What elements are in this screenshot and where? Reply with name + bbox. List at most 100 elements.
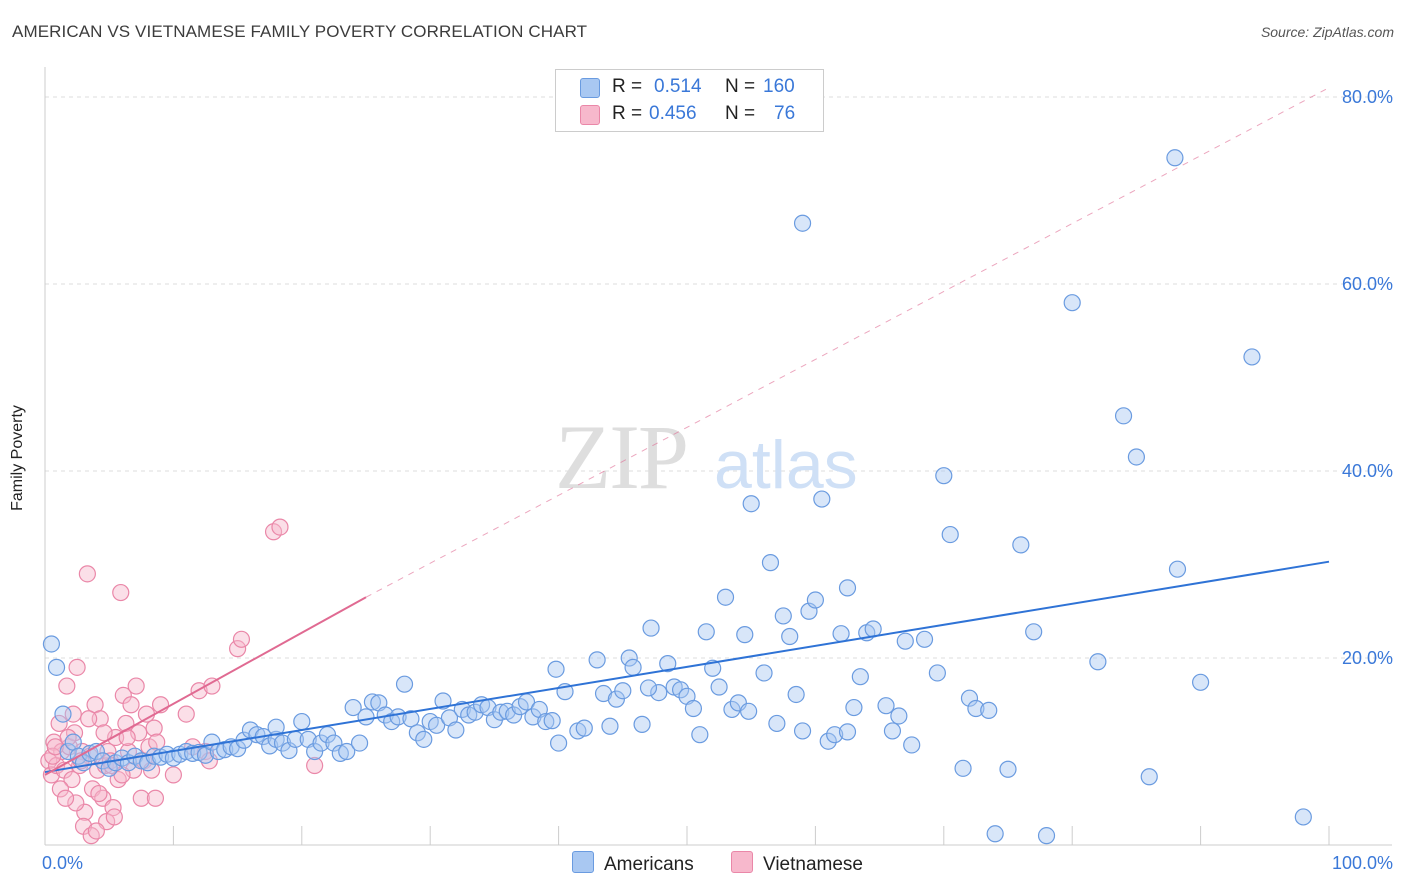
r-value: 0.456 bbox=[649, 103, 697, 124]
americans-point bbox=[980, 701, 998, 719]
americans-point bbox=[691, 726, 709, 744]
vietnamese-point bbox=[82, 827, 100, 845]
americans-point bbox=[614, 682, 632, 700]
americans-point bbox=[1294, 808, 1312, 826]
americans-point bbox=[47, 658, 66, 676]
americans-point bbox=[42, 635, 61, 653]
chart-source: Source: ZipAtlas.com bbox=[1260, 24, 1394, 40]
vietnamese-point bbox=[127, 677, 145, 695]
americans-point bbox=[774, 607, 792, 625]
americans-point bbox=[1114, 407, 1133, 425]
americans-point bbox=[350, 734, 369, 752]
americans-point bbox=[793, 722, 812, 740]
americans-point bbox=[684, 699, 703, 718]
americans-point bbox=[826, 726, 844, 744]
americans-point bbox=[331, 744, 349, 762]
americans-point bbox=[845, 698, 863, 717]
americans-point bbox=[1012, 536, 1030, 554]
americans-point bbox=[1063, 294, 1081, 312]
vietnamese-point bbox=[229, 640, 247, 658]
axes bbox=[44, 67, 1392, 846]
grid-lines bbox=[45, 96, 1392, 659]
vietnamese-point bbox=[56, 789, 75, 807]
americans-point bbox=[716, 588, 735, 606]
americans-point bbox=[642, 619, 660, 637]
americans-point bbox=[877, 697, 895, 715]
americans-point bbox=[838, 723, 857, 741]
americans-point bbox=[659, 655, 677, 673]
americans-point bbox=[723, 700, 741, 719]
americans-point bbox=[967, 699, 985, 718]
americans-point bbox=[537, 712, 555, 731]
americans-point bbox=[883, 722, 902, 740]
americans-point bbox=[806, 591, 825, 609]
americans-point bbox=[697, 623, 715, 641]
legend-item-vietnamese[interactable]: Vietnamese bbox=[731, 851, 863, 876]
vietnamese-point bbox=[196, 742, 215, 761]
vietnamese-point bbox=[177, 705, 195, 723]
vietnamese-point bbox=[271, 518, 289, 536]
americans-point bbox=[293, 712, 311, 731]
americans-point bbox=[755, 664, 773, 682]
americans-point bbox=[1191, 673, 1210, 691]
americans-point bbox=[928, 664, 946, 682]
y-tick-label: 80.0% bbox=[1342, 87, 1393, 107]
americans-point bbox=[915, 630, 934, 648]
vietnamese-point bbox=[58, 677, 76, 695]
vietnamese-point bbox=[78, 565, 96, 583]
americans-point bbox=[1166, 149, 1184, 167]
americans-point bbox=[740, 702, 758, 720]
vietnamese-point bbox=[76, 803, 94, 821]
vietnamese-point bbox=[68, 658, 86, 676]
americans-point bbox=[941, 525, 959, 544]
vietnamese-trend-extension bbox=[365, 87, 1330, 598]
vietnamese-point bbox=[50, 714, 68, 733]
y-tick-label: 40.0% bbox=[1342, 461, 1393, 481]
americans-point bbox=[903, 736, 921, 754]
vietnamese-point bbox=[67, 794, 85, 812]
vietnamese-point bbox=[59, 728, 77, 747]
tick-labels: 20.0% 40.0% 60.0% 80.0% 0.0% 100.0% bbox=[42, 87, 1393, 873]
vietnamese-legend-label: Vietnamese bbox=[763, 854, 863, 875]
watermark-zip: ZIP bbox=[555, 406, 687, 508]
americans-point bbox=[344, 698, 362, 717]
vietnamese-swatch bbox=[580, 105, 600, 125]
americans-point bbox=[768, 714, 786, 733]
correlation-legend: R = 0.514 N = 160 R = 0.456 N = 76 bbox=[555, 69, 824, 132]
vietnamese-points bbox=[40, 518, 324, 845]
vietnamese-point bbox=[51, 780, 70, 798]
chart-title: AMERICAN VS VIETNAMESE FAMILY POVERTY CO… bbox=[12, 22, 588, 41]
americans-point bbox=[671, 681, 690, 699]
americans-point bbox=[547, 660, 565, 678]
americans-point bbox=[1127, 448, 1146, 466]
americans-point bbox=[781, 627, 799, 646]
vietnamese-point bbox=[87, 822, 105, 840]
americans-point bbox=[395, 675, 414, 693]
trend-lines bbox=[44, 87, 1330, 776]
americans-point bbox=[1243, 348, 1261, 366]
americans-point bbox=[492, 703, 510, 721]
americans-point bbox=[549, 734, 568, 752]
vietnamese-point bbox=[164, 766, 182, 784]
americans-point bbox=[890, 707, 908, 725]
americans-point bbox=[363, 693, 382, 711]
americans-point bbox=[620, 649, 638, 667]
americans-point bbox=[851, 668, 869, 686]
americans-point bbox=[633, 715, 651, 733]
americans-point bbox=[59, 742, 77, 761]
legend-item-americans[interactable]: Americans bbox=[572, 851, 694, 876]
y-tick-label: 60.0% bbox=[1342, 274, 1393, 294]
americans-point bbox=[1025, 623, 1043, 641]
americans-point bbox=[832, 625, 850, 643]
americans-point bbox=[338, 742, 356, 761]
y-tick-label: 20.0% bbox=[1342, 648, 1393, 668]
vietnamese-point bbox=[90, 784, 108, 803]
vietnamese-trend-line bbox=[44, 596, 367, 776]
americans-point bbox=[787, 685, 805, 704]
americans-point bbox=[761, 554, 780, 572]
americans-point bbox=[601, 717, 619, 735]
watermark-atlas: atlas bbox=[714, 427, 858, 503]
n-value: 160 bbox=[763, 76, 795, 97]
americans-point bbox=[1037, 827, 1056, 845]
